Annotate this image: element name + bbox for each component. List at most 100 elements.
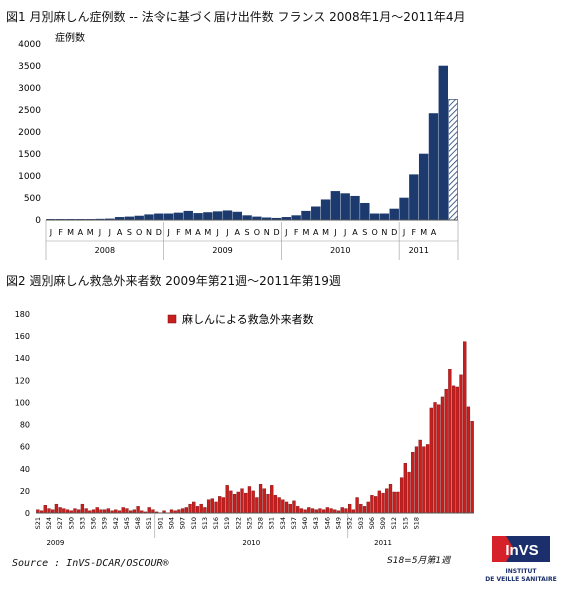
chart2-bar (258, 484, 263, 514)
chart2-xtick: S48 (134, 517, 142, 529)
chart2-xtick: S16 (212, 517, 220, 529)
chart2-bar (355, 497, 359, 514)
chart2-bar (58, 507, 62, 514)
chart2-xtick: S04 (167, 517, 175, 529)
chart2-bar (392, 491, 396, 514)
chart2-ytick: 40 (20, 465, 30, 474)
chart2-ytick: 100 (15, 398, 30, 407)
chart2-bar (236, 491, 240, 514)
chart2-xtick: S45 (123, 517, 131, 529)
chart2-xtick: S36 (90, 517, 98, 529)
chart2-xtick: S07 (179, 517, 187, 529)
chart2-xtick: S31 (268, 517, 276, 529)
chart2-bar (244, 492, 248, 514)
chart1-ylabel: 症例数 (55, 31, 85, 44)
chart2-bar (121, 507, 125, 514)
chart2-xtick: S40 (301, 517, 309, 529)
chart2-bar (381, 492, 385, 514)
chart2-bar (80, 503, 85, 514)
chart2-bar (214, 501, 218, 514)
chart2-bar (429, 407, 433, 514)
chart1-year-label: 2011 (409, 246, 429, 255)
chart1-xtick: A (78, 228, 84, 237)
chart2-bar (292, 500, 296, 514)
chart2-bar (210, 498, 214, 514)
chart2-xtick: S01 (156, 517, 164, 529)
chart2-bar (307, 507, 311, 514)
invs-logo: InVS INSTITUT DE VEILLE SANITAIRE (484, 532, 558, 586)
chart2-bar (188, 503, 192, 514)
chart2-bar (284, 501, 289, 514)
chart2-xtick: S25 (245, 517, 253, 529)
chart1-xtick: O (371, 228, 377, 237)
chart2-xtick: S37 (290, 517, 298, 529)
chart2-bar (459, 374, 463, 514)
chart2-bar (54, 503, 59, 514)
chart2-legend-label: 麻しんによる救急外来者数 (182, 312, 314, 326)
chart2-xtick: S12 (390, 517, 398, 529)
chart2-ytick: 20 (20, 487, 30, 496)
chart2-xtick: S39 (101, 517, 109, 529)
chart2-bar (411, 451, 415, 514)
chart2-ytick: 80 (20, 421, 30, 430)
chart2-bar (407, 471, 411, 514)
chart1-xtick: D (273, 228, 279, 237)
chart2-xtick: S10 (190, 517, 198, 529)
chart2-xtick: S43 (312, 517, 320, 529)
chart2-bar (47, 508, 51, 514)
chart1-ytick: 3000 (18, 84, 41, 94)
svg-text:InVS: InVS (505, 542, 538, 559)
chart1-xtick: F (58, 228, 63, 237)
chart2-bar (466, 406, 471, 514)
chart1-year-label: 2010 (330, 246, 350, 255)
logo-line2: DE VEILLE SANITAIRE (485, 576, 557, 583)
chart2-year-label: 2009 (46, 539, 64, 547)
chart2-bar (270, 485, 274, 514)
chart2-bar (147, 507, 151, 514)
chart2-bar (229, 490, 233, 514)
chart2-xtick: S06 (368, 517, 376, 529)
logo-line1: INSTITUT (505, 568, 537, 575)
chart1-xtick: M (302, 228, 309, 237)
chart1-ytick: 500 (24, 194, 41, 204)
chart2-bar (136, 506, 140, 514)
chart1-xtick: M (67, 228, 74, 237)
chart2-xtick: S13 (201, 517, 209, 529)
chart2-bar (325, 507, 330, 514)
chart2-bar (240, 488, 244, 514)
chart1-xtick: A (117, 228, 123, 237)
chart2-bar (370, 495, 374, 514)
chart1-year-label: 2009 (212, 246, 232, 255)
chart2-bar (84, 508, 88, 514)
chart2-bar (125, 508, 129, 514)
chart2-xtick: S51 (145, 517, 153, 529)
chart1-xtick: F (176, 228, 181, 237)
chart1-ytick: 3500 (18, 62, 41, 72)
chart2-bar (440, 396, 445, 514)
chart2-bar (329, 508, 333, 514)
chart1-xtick: J (108, 228, 111, 237)
chart2-bar (247, 486, 252, 514)
chart2-xtick: S33 (78, 517, 86, 529)
chart1-xtick: S (362, 228, 367, 237)
chart1-xtick: J (343, 228, 346, 237)
chart2-bar (232, 494, 237, 514)
chart2-bar (266, 494, 270, 514)
chart1-xtick: A (195, 228, 201, 237)
chart2-bar (373, 496, 378, 514)
chart2-xtick: S09 (379, 517, 387, 529)
chart2-bar (225, 485, 229, 514)
chart2-xtick: S18 (412, 517, 420, 529)
chart1-year-label: 2008 (95, 246, 115, 255)
chart2-bar (288, 503, 292, 514)
chart2-bar (340, 507, 344, 514)
chart2-bar (184, 507, 188, 514)
source-text: Source : InVS-DCAR/OSCOUR® (12, 558, 169, 569)
chart1-xtick: N (264, 228, 270, 237)
chart2-bar (221, 497, 226, 514)
chart2-bar (195, 506, 200, 514)
chart2-ytick: 120 (15, 376, 30, 385)
chart1-xtick: J (49, 228, 52, 237)
chart1-ytick: 0 (35, 216, 41, 226)
